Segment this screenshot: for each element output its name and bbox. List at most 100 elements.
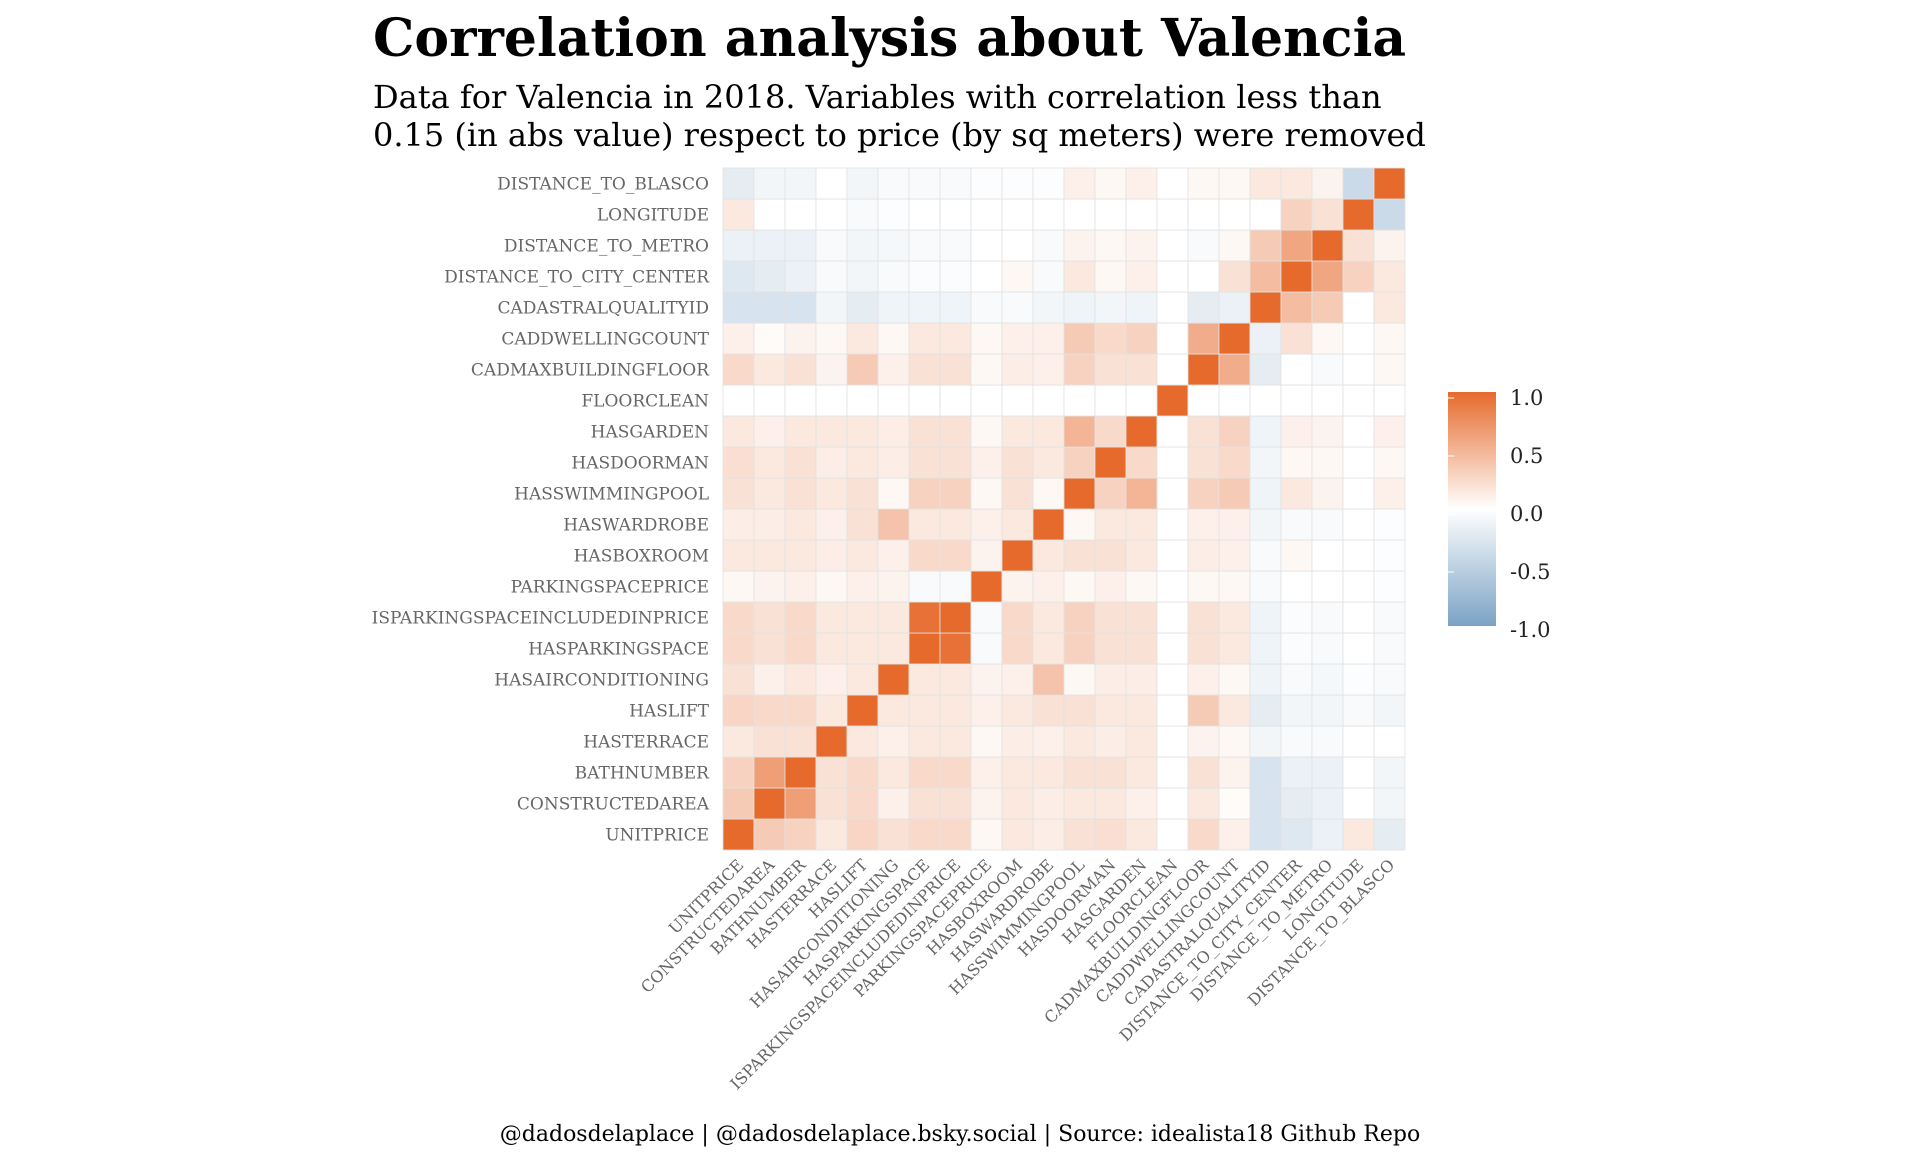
heatmap-cell-parkingspaceprice-parkingspaceprice — [970, 570, 1003, 603]
heatmap-cell-cadastralqualityid-hasairconditioning — [1249, 663, 1282, 696]
heatmap-cell-constructedarea-unitprice — [753, 818, 786, 851]
heatmap-cell-isparkingspaceincludedinprice-distance_to_metro — [939, 229, 972, 262]
heatmap-cell-unitprice-longitude — [722, 198, 755, 231]
heatmap-cell-cadmaxbuildingfloor-caddwellingcount — [1187, 322, 1220, 355]
heatmap-cell-bathnumber-unitprice — [784, 818, 817, 851]
heatmap-cell-hasswimmingpool-hasgarden — [1063, 415, 1096, 448]
heatmap-cell-hasswimmingpool-distance_to_blasco — [1063, 167, 1096, 200]
heatmap-cell-hasboxroom-distance_to_metro — [1001, 229, 1034, 262]
heatmap-cell-distance_to_metro-hasairconditioning — [1311, 663, 1344, 696]
heatmap-cell-distance_to_blasco-distance_to_city_center — [1373, 260, 1406, 293]
heatmap-cell-hasswimmingpool-hasdoorman — [1063, 446, 1096, 479]
heatmap-cell-hasparkingspace-parkingspaceprice — [908, 570, 941, 603]
heatmap-cell-haslift-hasgarden — [846, 415, 879, 448]
heatmap-cell-longitude-haslift — [1342, 694, 1375, 727]
heatmap-cell-caddwellingcount-hasairconditioning — [1218, 663, 1251, 696]
heatmap-cell-cadastralqualityid-distance_to_blasco — [1249, 167, 1282, 200]
heatmap-cell-cadmaxbuildingfloor-hasgarden — [1187, 415, 1220, 448]
heatmap-cell-hasterrace-hasparkingspace — [815, 632, 848, 665]
heatmap-cell-hasgarden-cadmaxbuildingfloor — [1125, 353, 1158, 386]
y-label-floorclean: FLOORCLEAN — [581, 392, 709, 412]
heatmap-cell-cadastralqualityid-bathnumber — [1249, 756, 1282, 789]
heatmap-cell-hasgarden-distance_to_metro — [1125, 229, 1158, 262]
heatmap-cell-caddwellingcount-caddwellingcount — [1218, 322, 1251, 355]
heatmap-cell-constructedarea-distance_to_metro — [753, 229, 786, 262]
heatmap-cell-hasswimmingpool-hasterrace — [1063, 725, 1096, 758]
heatmap-cell-unitprice-floorclean — [722, 384, 755, 417]
heatmap-cell-hasgarden-hasdoorman — [1125, 446, 1158, 479]
heatmap-cell-caddwellingcount-floorclean — [1218, 384, 1251, 417]
heatmap-cell-isparkingspaceincludedinprice-hasswimmingpool — [939, 477, 972, 510]
heatmap-cell-distance_to_blasco-haswardrobe — [1373, 508, 1406, 541]
heatmap-cell-cadastralqualityid-cadmaxbuildingfloor — [1249, 353, 1282, 386]
heatmap-cell-longitude-cadmaxbuildingfloor — [1342, 353, 1375, 386]
heatmap-cell-hasterrace-hasterrace — [815, 725, 848, 758]
heatmap-cell-haslift-constructedarea — [846, 787, 879, 820]
heatmap-cell-distance_to_metro-hasboxroom — [1311, 539, 1344, 572]
heatmap-cell-hasdoorman-hasgarden — [1094, 415, 1127, 448]
heatmap-cell-hasairconditioning-cadastralqualityid — [877, 291, 910, 324]
heatmap-cell-hasswimmingpool-cadastralqualityid — [1063, 291, 1096, 324]
y-label-hasairconditioning: HASAIRCONDITIONING — [494, 671, 709, 691]
color-legend: 1.0 0.5 0.0 -0.5 -1.0 — [1448, 386, 1551, 642]
heatmap-cell-hasdoorman-hasdoorman — [1094, 446, 1127, 479]
heatmap-cell-hasterrace-floorclean — [815, 384, 848, 417]
heatmap-cell-hasgarden-hasairconditioning — [1125, 663, 1158, 696]
heatmap-cell-isparkingspaceincludedinprice-isparkingspaceincludedinprice — [939, 601, 972, 634]
y-label-cadmaxbuildingfloor: CADMAXBUILDINGFLOOR — [471, 361, 710, 381]
heatmap-cell-cadastralqualityid-distance_to_city_center — [1249, 260, 1282, 293]
heatmap-cell-caddwellingcount-distance_to_city_center — [1218, 260, 1251, 293]
heatmap-cell-distance_to_blasco-longitude — [1373, 198, 1406, 231]
heatmap-cell-unitprice-hasgarden — [722, 415, 755, 448]
heatmap-cell-parkingspaceprice-distance_to_blasco — [970, 167, 1003, 200]
heatmap-cell-floorclean-hasdoorman — [1156, 446, 1189, 479]
heatmap-cell-hasgarden-longitude — [1125, 198, 1158, 231]
heatmap-cell-bathnumber-haslift — [784, 694, 817, 727]
heatmap-cell-caddwellingcount-cadmaxbuildingfloor — [1218, 353, 1251, 386]
chart-title: Correlation analysis about Valencia — [373, 8, 1407, 69]
chart-subtitle-line-2: 0.15 (in abs value) respect to price (by… — [373, 116, 1426, 154]
heatmap-cell-caddwellingcount-hasgarden — [1218, 415, 1251, 448]
heatmap-cell-distance_to_city_center-distance_to_blasco — [1280, 167, 1313, 200]
heatmap-cell-parkingspaceprice-cadmaxbuildingfloor — [970, 353, 1003, 386]
heatmap-cell-longitude-constructedarea — [1342, 787, 1375, 820]
heatmap-cell-hasdoorman-haslift — [1094, 694, 1127, 727]
heatmap-cell-haslift-distance_to_city_center — [846, 260, 879, 293]
heatmap-cell-isparkingspaceincludedinprice-hasgarden — [939, 415, 972, 448]
heatmap-cell-cadastralqualityid-unitprice — [1249, 818, 1282, 851]
heatmap-cell-hasdoorman-haswardrobe — [1094, 508, 1127, 541]
heatmap-cell-longitude-hasterrace — [1342, 725, 1375, 758]
heatmap-cell-distance_to_city_center-constructedarea — [1280, 787, 1313, 820]
heatmap-cell-parkingspaceprice-bathnumber — [970, 756, 1003, 789]
heatmap-cell-haswardrobe-hasterrace — [1032, 725, 1065, 758]
heatmap-cell-haswardrobe-distance_to_blasco — [1032, 167, 1065, 200]
heatmap-cell-cadastralqualityid-distance_to_metro — [1249, 229, 1282, 262]
y-label-distance_to_blasco: DISTANCE_TO_BLASCO — [497, 175, 709, 195]
heatmap-cell-cadmaxbuildingfloor-hasterrace — [1187, 725, 1220, 758]
heatmap-cell-haswardrobe-haswardrobe — [1032, 508, 1065, 541]
heatmap-cell-unitprice-haswardrobe — [722, 508, 755, 541]
heatmap-cell-cadmaxbuildingfloor-constructedarea — [1187, 787, 1220, 820]
heatmap-cell-hasswimmingpool-unitprice — [1063, 818, 1096, 851]
heatmap-cell-longitude-cadastralqualityid — [1342, 291, 1375, 324]
heatmap-cell-hasgarden-hasswimmingpool — [1125, 477, 1158, 510]
heatmap-cell-haslift-longitude — [846, 198, 879, 231]
y-label-hasterrace: HASTERRACE — [583, 733, 709, 753]
heatmap-cell-hasparkingspace-caddwellingcount — [908, 322, 941, 355]
heatmap-cell-distance_to_metro-hasgarden — [1311, 415, 1344, 448]
heatmap-cell-distance_to_city_center-haswardrobe — [1280, 508, 1313, 541]
heatmap-cell-cadastralqualityid-longitude — [1249, 198, 1282, 231]
heatmap-cell-bathnumber-longitude — [784, 198, 817, 231]
heatmap-cell-floorclean-hasboxroom — [1156, 539, 1189, 572]
heatmap-cell-longitude-distance_to_metro — [1342, 229, 1375, 262]
heatmap-cell-unitprice-hasswimmingpool — [722, 477, 755, 510]
heatmap-cell-constructedarea-cadmaxbuildingfloor — [753, 353, 786, 386]
heatmap-cell-hasswimmingpool-hasboxroom — [1063, 539, 1096, 572]
heatmap-cell-hasterrace-parkingspaceprice — [815, 570, 848, 603]
heatmap-cell-hasairconditioning-longitude — [877, 198, 910, 231]
legend-tick-label: 0.0 — [1510, 502, 1543, 526]
heatmap-cell-cadastralqualityid-cadastralqualityid — [1249, 291, 1282, 324]
heatmap-cell-isparkingspaceincludedinprice-hasairconditioning — [939, 663, 972, 696]
heatmap-cell-hasterrace-distance_to_blasco — [815, 167, 848, 200]
